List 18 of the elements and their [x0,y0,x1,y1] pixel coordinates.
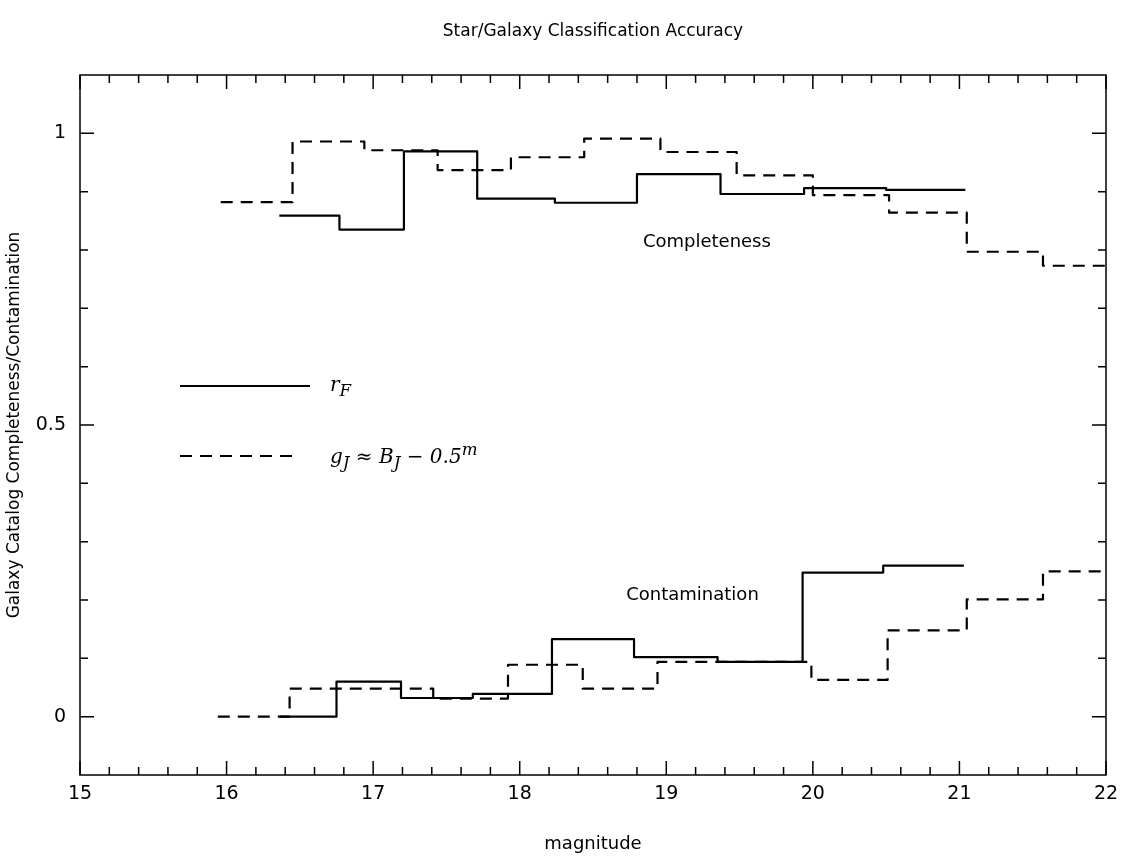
y-tick-label: 1 [53,120,66,143]
legend-label: r$_{F}$ [330,372,352,400]
y-tick-label: 0.5 [35,411,66,434]
x-tick-label: 16 [214,781,239,804]
x-axis-title: magnitude [544,831,642,853]
legend-label: g$_{J}$ ≈ B$_{J}$ − 0.5$^{m}$ [330,440,478,472]
x-tick-label: 17 [361,781,386,804]
x-tick-label: 21 [947,781,972,804]
x-tick-label: 18 [507,781,532,804]
x-tick-label: 22 [1093,781,1119,804]
x-tick-label: 20 [800,781,825,804]
y-tick-label: 0 [53,703,66,726]
x-tick-label: 19 [654,781,679,804]
annotation: Completeness [642,229,771,251]
x-tick-label: 15 [67,781,93,804]
annotation: Contamination [626,582,759,604]
chart-title: Star/Galaxy Classification Accuracy [442,20,744,41]
y-axis-title: Galaxy Catalog Completeness/Contamination [2,231,23,619]
